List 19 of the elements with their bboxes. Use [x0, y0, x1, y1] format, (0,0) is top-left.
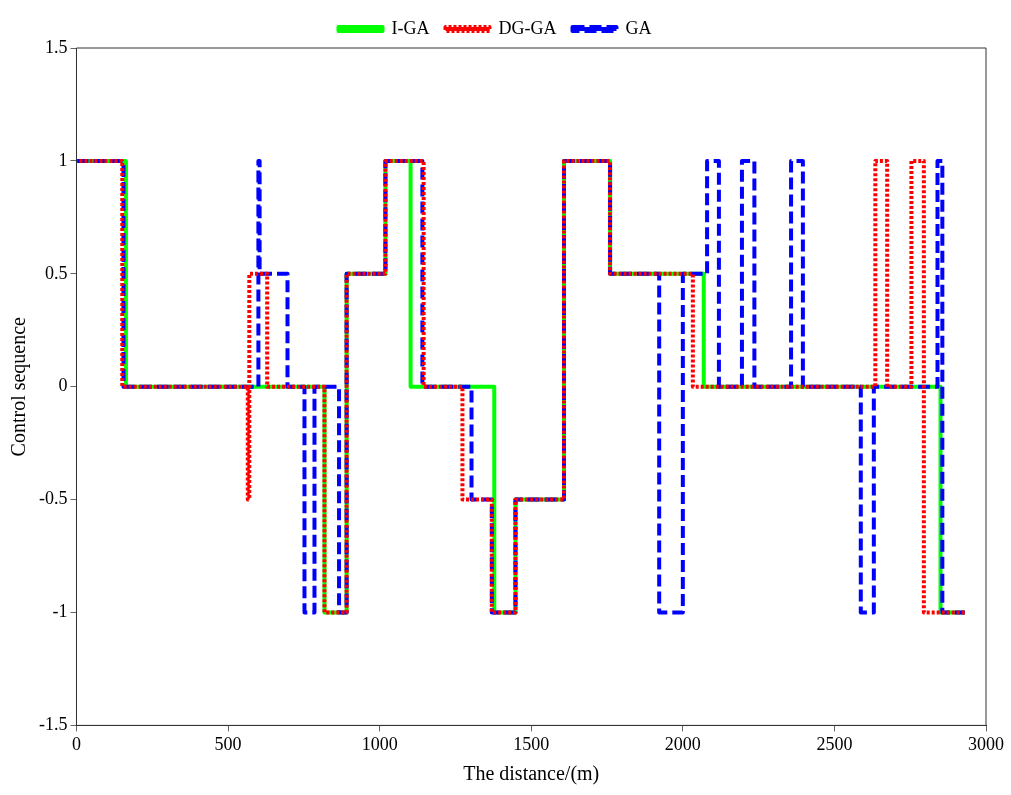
legend-label: DG-GA: [498, 17, 557, 38]
x-tick-label: 0: [71, 733, 81, 754]
legend-label: GA: [625, 17, 652, 38]
y-tick-label: 0: [58, 375, 68, 396]
x-tick-label: 500: [214, 733, 242, 754]
x-tick-label: 1500: [513, 733, 550, 754]
y-tick-label: 1: [58, 149, 68, 170]
x-tick-label: 1000: [361, 733, 398, 754]
y-tick-label: -1: [52, 601, 68, 622]
y-axis-title: Control sequence: [7, 316, 31, 457]
x-tick-label: 2000: [664, 733, 701, 754]
x-tick-label: 2500: [816, 733, 853, 754]
x-axis-title: The distance/(m): [463, 762, 600, 786]
legend-label: I-GA: [391, 17, 430, 38]
y-tick-label: -1.5: [38, 714, 68, 735]
x-tick-label: 3000: [968, 733, 1004, 754]
y-tick-label: 1.5: [44, 36, 68, 57]
y-tick-label: -0.5: [38, 488, 68, 509]
y-tick-label: 0.5: [44, 262, 68, 283]
